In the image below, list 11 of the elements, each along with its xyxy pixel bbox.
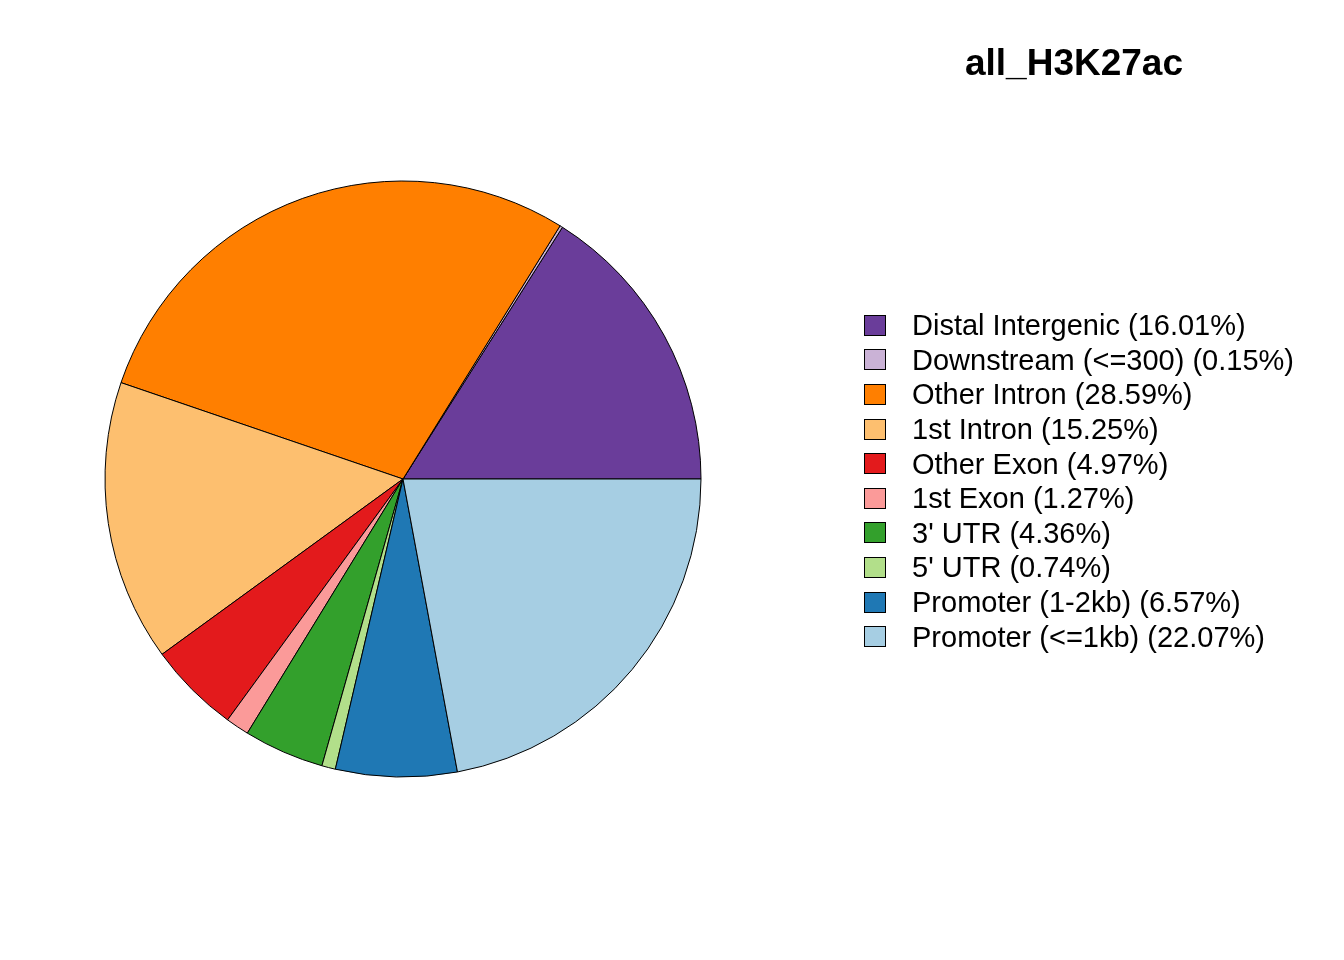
legend-label: 1st Exon (1.27%) (912, 481, 1135, 516)
chart-title: all_H3K27ac (963, 41, 1184, 85)
legend-label: 1st Intron (15.25%) (912, 412, 1159, 447)
legend-label: Promoter (<=1kb) (22.07%) (912, 619, 1265, 654)
legend-label: Distal Intergenic (16.01%) (912, 308, 1246, 343)
legend-label: 5' UTR (0.74%) (912, 550, 1111, 585)
legend-label: Downstream (<=300) (0.15%) (912, 342, 1294, 377)
legend-label: Promoter (1-2kb) (6.57%) (912, 585, 1241, 620)
legend-label: 3' UTR (4.36%) (912, 515, 1111, 550)
legend-label: Other Intron (28.59%) (912, 377, 1193, 412)
legend-label: Other Exon (4.97%) (912, 446, 1169, 481)
